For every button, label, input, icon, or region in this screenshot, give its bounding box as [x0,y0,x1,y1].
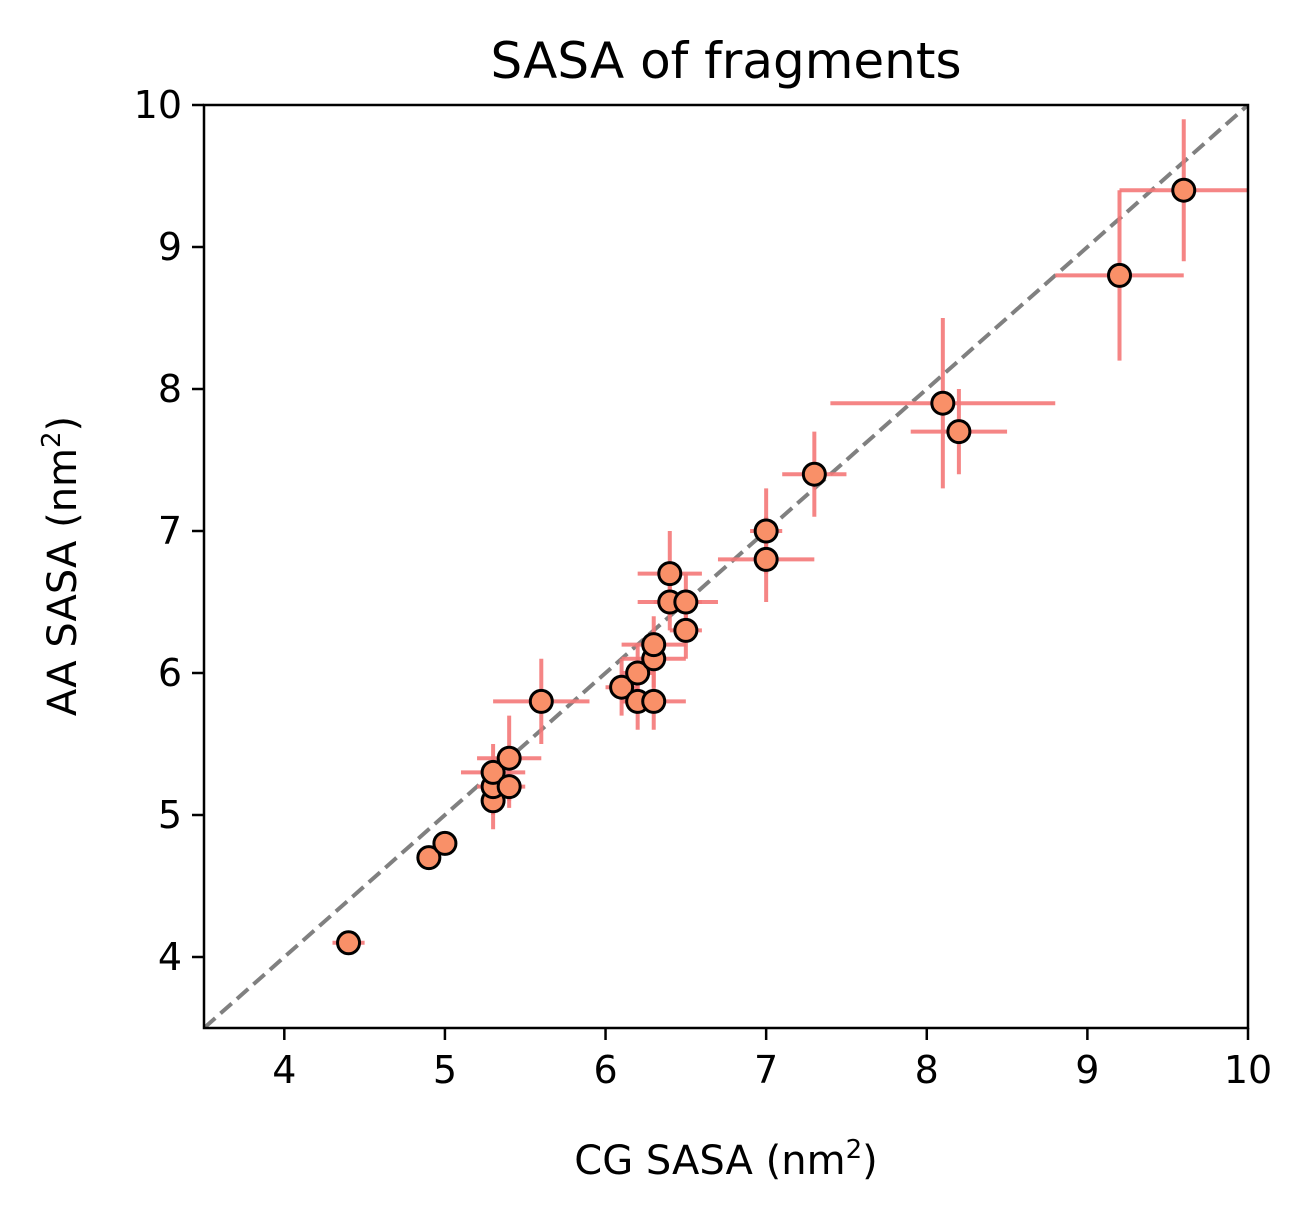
y-axis-label-text: AA SASA (nm [40,448,86,716]
plot-frame [202,103,1250,1030]
x-tick-label: 7 [754,1048,778,1092]
y-axis-label: AA SASA (nm2) [37,416,86,716]
data-point [480,759,506,785]
x-axis-label-text: CG SASA (nm [574,1138,845,1184]
data-point [673,617,699,643]
x-axis-label: CG SASA (nm2) [574,1135,877,1184]
data-point [657,561,683,587]
x-tick-label: 4 [272,1048,296,1092]
data-point [528,688,554,714]
data-point [946,419,972,445]
data-point [1171,177,1197,203]
y-tick-label: 8 [158,367,182,411]
reference-line [204,105,1248,1028]
data-point [801,461,827,487]
data-point [930,390,956,416]
plot-area [204,105,1248,1028]
data-point [753,546,779,572]
y-tick-label: 6 [158,651,182,695]
data-point [432,830,458,856]
data-point [641,688,667,714]
data-point [496,745,522,771]
x-tick-label: 5 [433,1048,457,1092]
data-point [641,632,667,658]
x-tick-label: 8 [915,1048,939,1092]
data-point [625,660,651,686]
x-tick-label: 6 [593,1048,617,1092]
y-tick-label: 4 [158,935,182,979]
x-tick-label: 9 [1075,1048,1099,1092]
data-point [496,774,522,800]
plot-content [204,105,1248,1028]
data-point [753,518,779,544]
y-tick-label: 9 [158,225,182,269]
x-axis: 4 5 6 7 8 9 10 [272,1028,1272,1092]
y-axis-label-close: ) [40,416,86,432]
data-point [1107,262,1133,288]
y-tick-label: 10 [134,83,182,127]
data-point [416,845,442,871]
y-tick-label: 7 [158,509,182,553]
chart-title: SASA of fragments [490,32,961,90]
data-point [336,930,362,956]
x-axis-label-superscript: 2 [846,1135,863,1165]
x-tick-label: 10 [1224,1048,1272,1092]
data-point [609,674,635,700]
x-axis-label-close: ) [862,1138,878,1184]
data-point [673,589,699,615]
y-tick-label: 5 [158,793,182,837]
y-axis: 4 5 6 7 8 9 10 [134,83,204,979]
y-axis-label-superscript: 2 [37,431,67,448]
